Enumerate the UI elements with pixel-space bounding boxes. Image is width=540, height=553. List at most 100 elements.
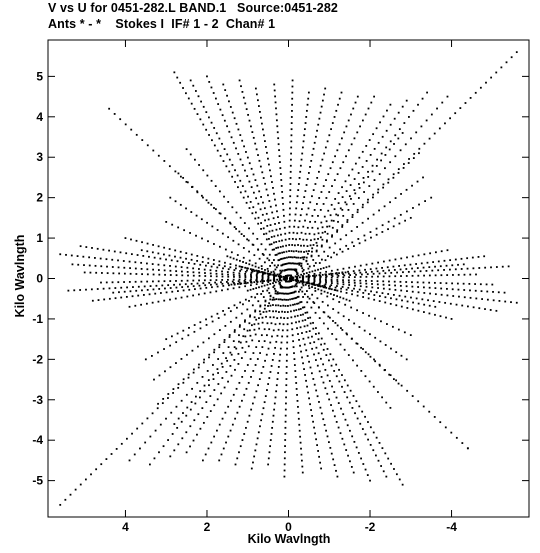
data-point (325, 197, 328, 199)
data-point (351, 435, 354, 438)
data-point (303, 128, 306, 131)
data-point (244, 320, 246, 323)
data-point (362, 312, 364, 314)
data-point (274, 323, 277, 326)
data-point (273, 352, 275, 355)
data-point (329, 214, 332, 217)
data-point (242, 247, 245, 249)
data-point (429, 292, 431, 295)
data-point (345, 298, 348, 301)
data-point (168, 254, 171, 257)
data-point (313, 274, 315, 277)
data-point (314, 432, 316, 435)
data-point (245, 262, 248, 265)
data-point (301, 267, 304, 270)
data-point (370, 101, 373, 104)
data-point (321, 99, 324, 102)
data-point (239, 324, 241, 327)
data-point (59, 503, 62, 506)
data-point (232, 393, 235, 396)
data-point (248, 322, 251, 325)
data-point (143, 285, 146, 288)
data-point (283, 469, 286, 472)
data-point (335, 469, 337, 472)
data-point (369, 426, 372, 429)
data-point (148, 255, 150, 258)
data-point (361, 119, 364, 122)
data-point (329, 446, 332, 449)
data-point (334, 198, 337, 200)
data-point (319, 236, 322, 239)
data-point (333, 415, 336, 418)
data-point (226, 125, 228, 128)
data-point (266, 283, 269, 286)
data-point (163, 160, 166, 162)
data-point (309, 201, 312, 204)
data-point (215, 208, 217, 211)
x-tick-label: -4 (446, 520, 457, 534)
data-point (320, 221, 323, 224)
data-point (205, 324, 208, 326)
data-point (289, 195, 292, 198)
data-point (326, 232, 329, 235)
data-point (221, 273, 224, 276)
data-point (256, 280, 259, 283)
data-point (286, 262, 289, 265)
data-point (277, 246, 279, 249)
data-point (310, 239, 312, 242)
data-point (246, 281, 249, 284)
data-point (102, 248, 105, 251)
data-point (229, 429, 232, 432)
data-point (443, 269, 445, 271)
data-point (230, 251, 233, 254)
data-point (312, 189, 315, 191)
data-point (347, 247, 350, 250)
data-point (380, 152, 383, 155)
data-point (233, 226, 236, 228)
data-point (331, 333, 334, 335)
data-point (378, 209, 380, 212)
data-point (350, 143, 353, 146)
data-point (384, 272, 387, 275)
data-point (349, 274, 352, 276)
data-point (296, 232, 299, 235)
data-point (263, 134, 265, 137)
data-point (382, 183, 385, 186)
data-point (173, 71, 176, 74)
data-point (231, 423, 234, 426)
data-point (85, 246, 88, 248)
data-point (323, 311, 326, 314)
data-point (450, 431, 453, 434)
data-point (235, 387, 238, 390)
data-point (376, 280, 379, 283)
data-point (259, 352, 261, 354)
data-point (374, 336, 377, 339)
data-point (395, 298, 398, 301)
data-point (423, 142, 426, 145)
data-point (399, 280, 402, 283)
data-point (309, 316, 312, 319)
data-point (326, 291, 329, 294)
data-point (213, 144, 216, 147)
data-point (232, 278, 235, 281)
data-point (331, 234, 333, 237)
data-point (341, 329, 344, 331)
data-point (406, 389, 409, 392)
data-point (416, 180, 419, 183)
data-point (415, 263, 418, 265)
data-point (367, 297, 370, 300)
data-point (130, 253, 133, 256)
data-point (226, 94, 228, 97)
data-point (218, 260, 221, 263)
data-point (365, 263, 368, 266)
data-point (319, 271, 322, 274)
data-point (492, 290, 494, 293)
data-point (281, 298, 284, 301)
data-point (202, 123, 205, 126)
data-point (280, 316, 282, 319)
data-point (227, 346, 230, 348)
data-point (99, 257, 102, 260)
data-point (238, 405, 241, 408)
data-point (379, 121, 381, 124)
data-point (146, 268, 149, 271)
